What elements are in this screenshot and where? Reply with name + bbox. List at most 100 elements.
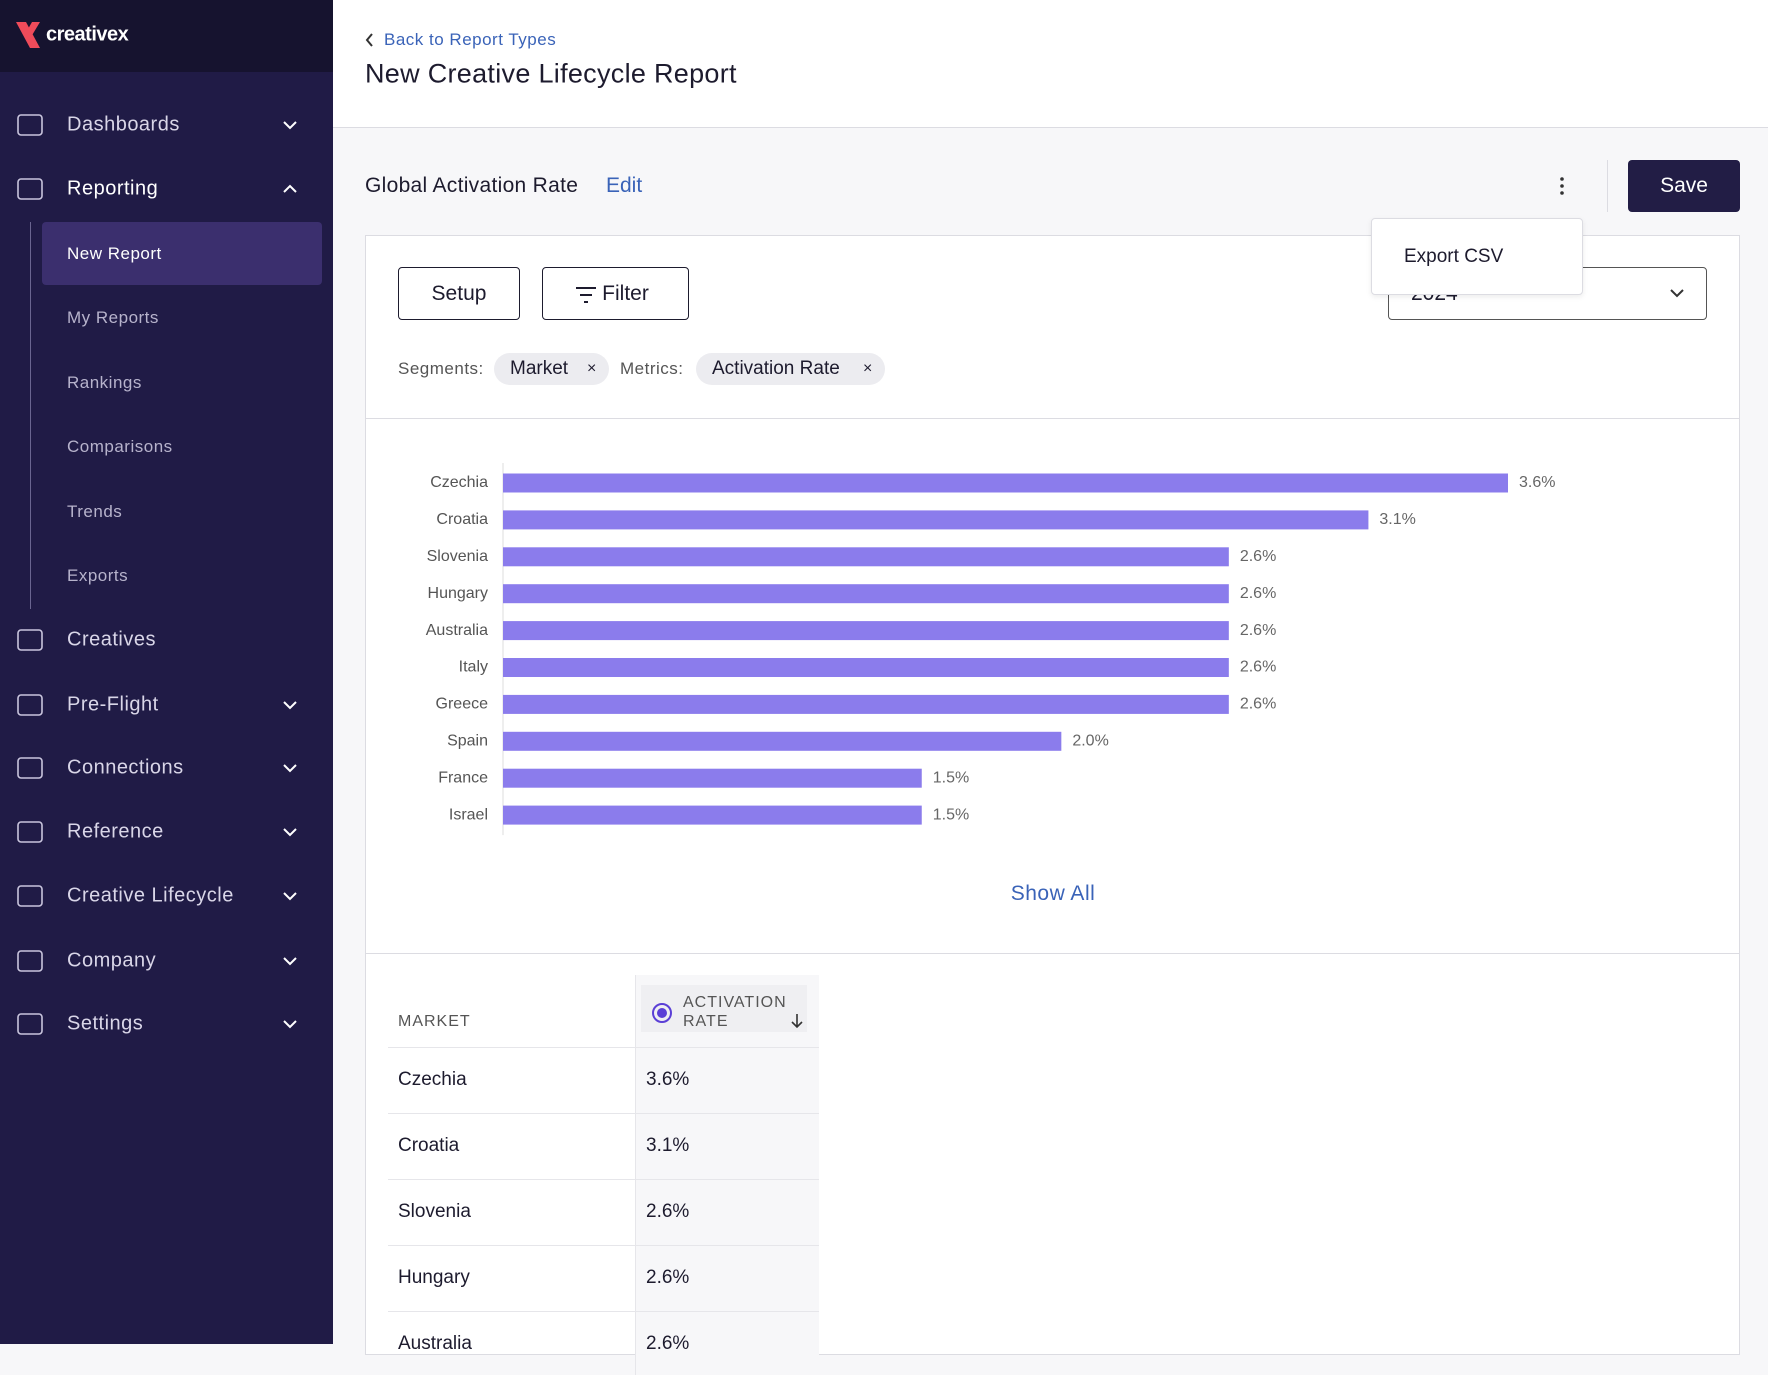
data-label: 2.6% xyxy=(1240,696,1276,713)
bar xyxy=(503,473,1508,493)
row-line xyxy=(388,1179,819,1180)
kebab-menu[interactable] xyxy=(1555,175,1569,197)
data-label: 3.1% xyxy=(1379,511,1415,528)
nav-item[interactable]: Settings xyxy=(67,1012,144,1035)
segment-chip: Market × xyxy=(494,353,609,385)
divider xyxy=(366,953,1739,954)
segments-label: Segments: xyxy=(398,359,484,378)
bar-chart: Czechia 3.6% Croatia 3.1% Slovenia 2.6% Hungar… xyxy=(426,463,1555,836)
category-label: Slovenia xyxy=(427,548,488,565)
icon-shape xyxy=(17,757,43,779)
nav-chevron[interactable] xyxy=(282,117,298,133)
nav-chevron[interactable] xyxy=(282,760,298,776)
nav-item[interactable]: Pre-Flight xyxy=(67,693,159,716)
column-line xyxy=(635,975,636,1375)
row-line xyxy=(388,1245,819,1246)
nav-chevron[interactable] xyxy=(282,181,298,197)
radio-icon[interactable] xyxy=(651,1002,673,1024)
table-cell: 3.6% xyxy=(646,1069,690,1090)
nav-icon xyxy=(17,114,43,136)
nav-icon xyxy=(17,757,43,779)
icon-shape xyxy=(17,694,43,716)
setup-button[interactable]: Setup xyxy=(398,267,520,320)
bar xyxy=(503,510,1369,530)
chip-remove[interactable]: × xyxy=(863,360,873,377)
nav-item[interactable]: Dashboards xyxy=(67,113,180,136)
table-cell: 3.1% xyxy=(646,1135,690,1156)
chevron-shape xyxy=(283,828,297,837)
chevron-shape xyxy=(283,764,297,773)
category-label: Israel xyxy=(449,806,488,823)
segment: Market xyxy=(510,358,569,379)
divider xyxy=(366,418,1739,419)
nav-chevron[interactable] xyxy=(282,888,298,904)
metric-column-bg xyxy=(635,975,819,1375)
brand-logo xyxy=(16,22,40,48)
nav-subitem[interactable]: Exports xyxy=(67,566,129,585)
nav-subitem[interactable]: Comparisons xyxy=(67,437,173,457)
table-cell: Croatia xyxy=(398,1135,460,1156)
chevron-shape xyxy=(283,121,297,130)
nav-subitem[interactable]: New Report xyxy=(67,244,162,263)
nav-item[interactable]: Creative Lifecycle xyxy=(67,884,234,907)
metric-chip: Activation Rate × xyxy=(696,353,885,385)
table-cell: 2.6% xyxy=(646,1333,690,1354)
metrics-label: Metrics: xyxy=(620,359,684,378)
filter-label: Filter xyxy=(602,281,649,305)
nav-guide xyxy=(30,222,31,609)
bar xyxy=(503,694,1229,714)
show-all[interactable]: Show All xyxy=(1010,882,1096,905)
filter-icon xyxy=(576,287,596,303)
icon-shape xyxy=(17,629,43,651)
chevron-shape xyxy=(283,701,297,710)
bar xyxy=(503,584,1229,604)
nav-chevron[interactable] xyxy=(282,824,298,840)
icon-shape xyxy=(17,821,43,843)
report-card xyxy=(365,235,1740,1355)
category-label: Czechia xyxy=(430,474,488,491)
bar xyxy=(503,547,1229,567)
nav-chevron[interactable] xyxy=(282,697,298,713)
nav-item[interactable]: Reporting xyxy=(67,177,159,200)
nav-subitem[interactable]: Rankings xyxy=(67,372,142,392)
edit-link[interactable]: Edit xyxy=(606,174,643,197)
data-label: 1.5% xyxy=(933,806,969,823)
icon-shape xyxy=(17,1013,43,1035)
table-cell: Hungary xyxy=(398,1267,470,1288)
nav-icon xyxy=(17,178,43,200)
nav-item[interactable]: Company xyxy=(67,949,157,972)
data-label: 2.0% xyxy=(1072,733,1108,750)
column-header[interactable]: ACTIVATION RATE xyxy=(683,994,787,1030)
nav-chevron[interactable] xyxy=(282,1016,298,1032)
nav-chevron[interactable] xyxy=(282,953,298,969)
nav-item[interactable]: Creatives xyxy=(67,628,156,651)
back-link[interactable]: Back to Report Types xyxy=(384,30,557,49)
bar xyxy=(503,768,922,788)
separator xyxy=(1607,160,1608,212)
nav-item[interactable]: Reference xyxy=(67,820,164,843)
data-label: 2.6% xyxy=(1240,585,1276,602)
nav-subitem[interactable]: Trends xyxy=(67,501,123,521)
back-icon xyxy=(365,33,373,47)
filter-button[interactable]: Filter xyxy=(542,267,689,320)
brand-name: creativex xyxy=(46,23,129,46)
table-cell: Australia xyxy=(398,1333,472,1354)
chevron-shape xyxy=(283,957,297,966)
export-csv[interactable]: Export CSV xyxy=(1404,246,1504,267)
table-cell: Czechia xyxy=(398,1069,467,1090)
nav-icon xyxy=(17,821,43,843)
table-cell: Slovenia xyxy=(398,1201,471,1222)
bar xyxy=(503,805,922,825)
select-chevron xyxy=(1670,289,1684,298)
category-label: Hungary xyxy=(428,585,488,602)
save-button[interactable]: Save xyxy=(1628,160,1740,212)
sort-icon[interactable] xyxy=(790,1013,804,1029)
bar xyxy=(503,731,1062,751)
nav-icon xyxy=(17,1013,43,1035)
nav-item[interactable]: Connections xyxy=(67,756,184,779)
nav-subitem[interactable]: My Reports xyxy=(67,308,159,328)
chip-remove[interactable]: × xyxy=(587,360,597,377)
category-label: France xyxy=(438,769,488,786)
bar xyxy=(503,621,1229,641)
